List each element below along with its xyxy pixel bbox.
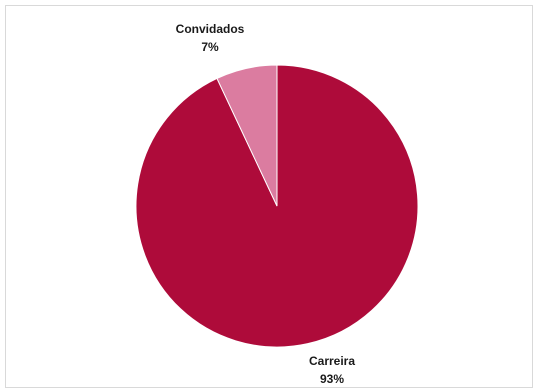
slice-label-carreira: Carreira — [309, 354, 355, 368]
pie-labels: Carreira 93% Convidados 7% — [176, 22, 356, 386]
pie-slices — [135, 64, 419, 348]
pie-slice-convidados — [216, 64, 278, 207]
slice-label-convidados: Convidados — [176, 22, 245, 36]
slice-percent-carreira: 93% — [320, 372, 344, 386]
slice-percent-convidados: 7% — [201, 40, 219, 54]
